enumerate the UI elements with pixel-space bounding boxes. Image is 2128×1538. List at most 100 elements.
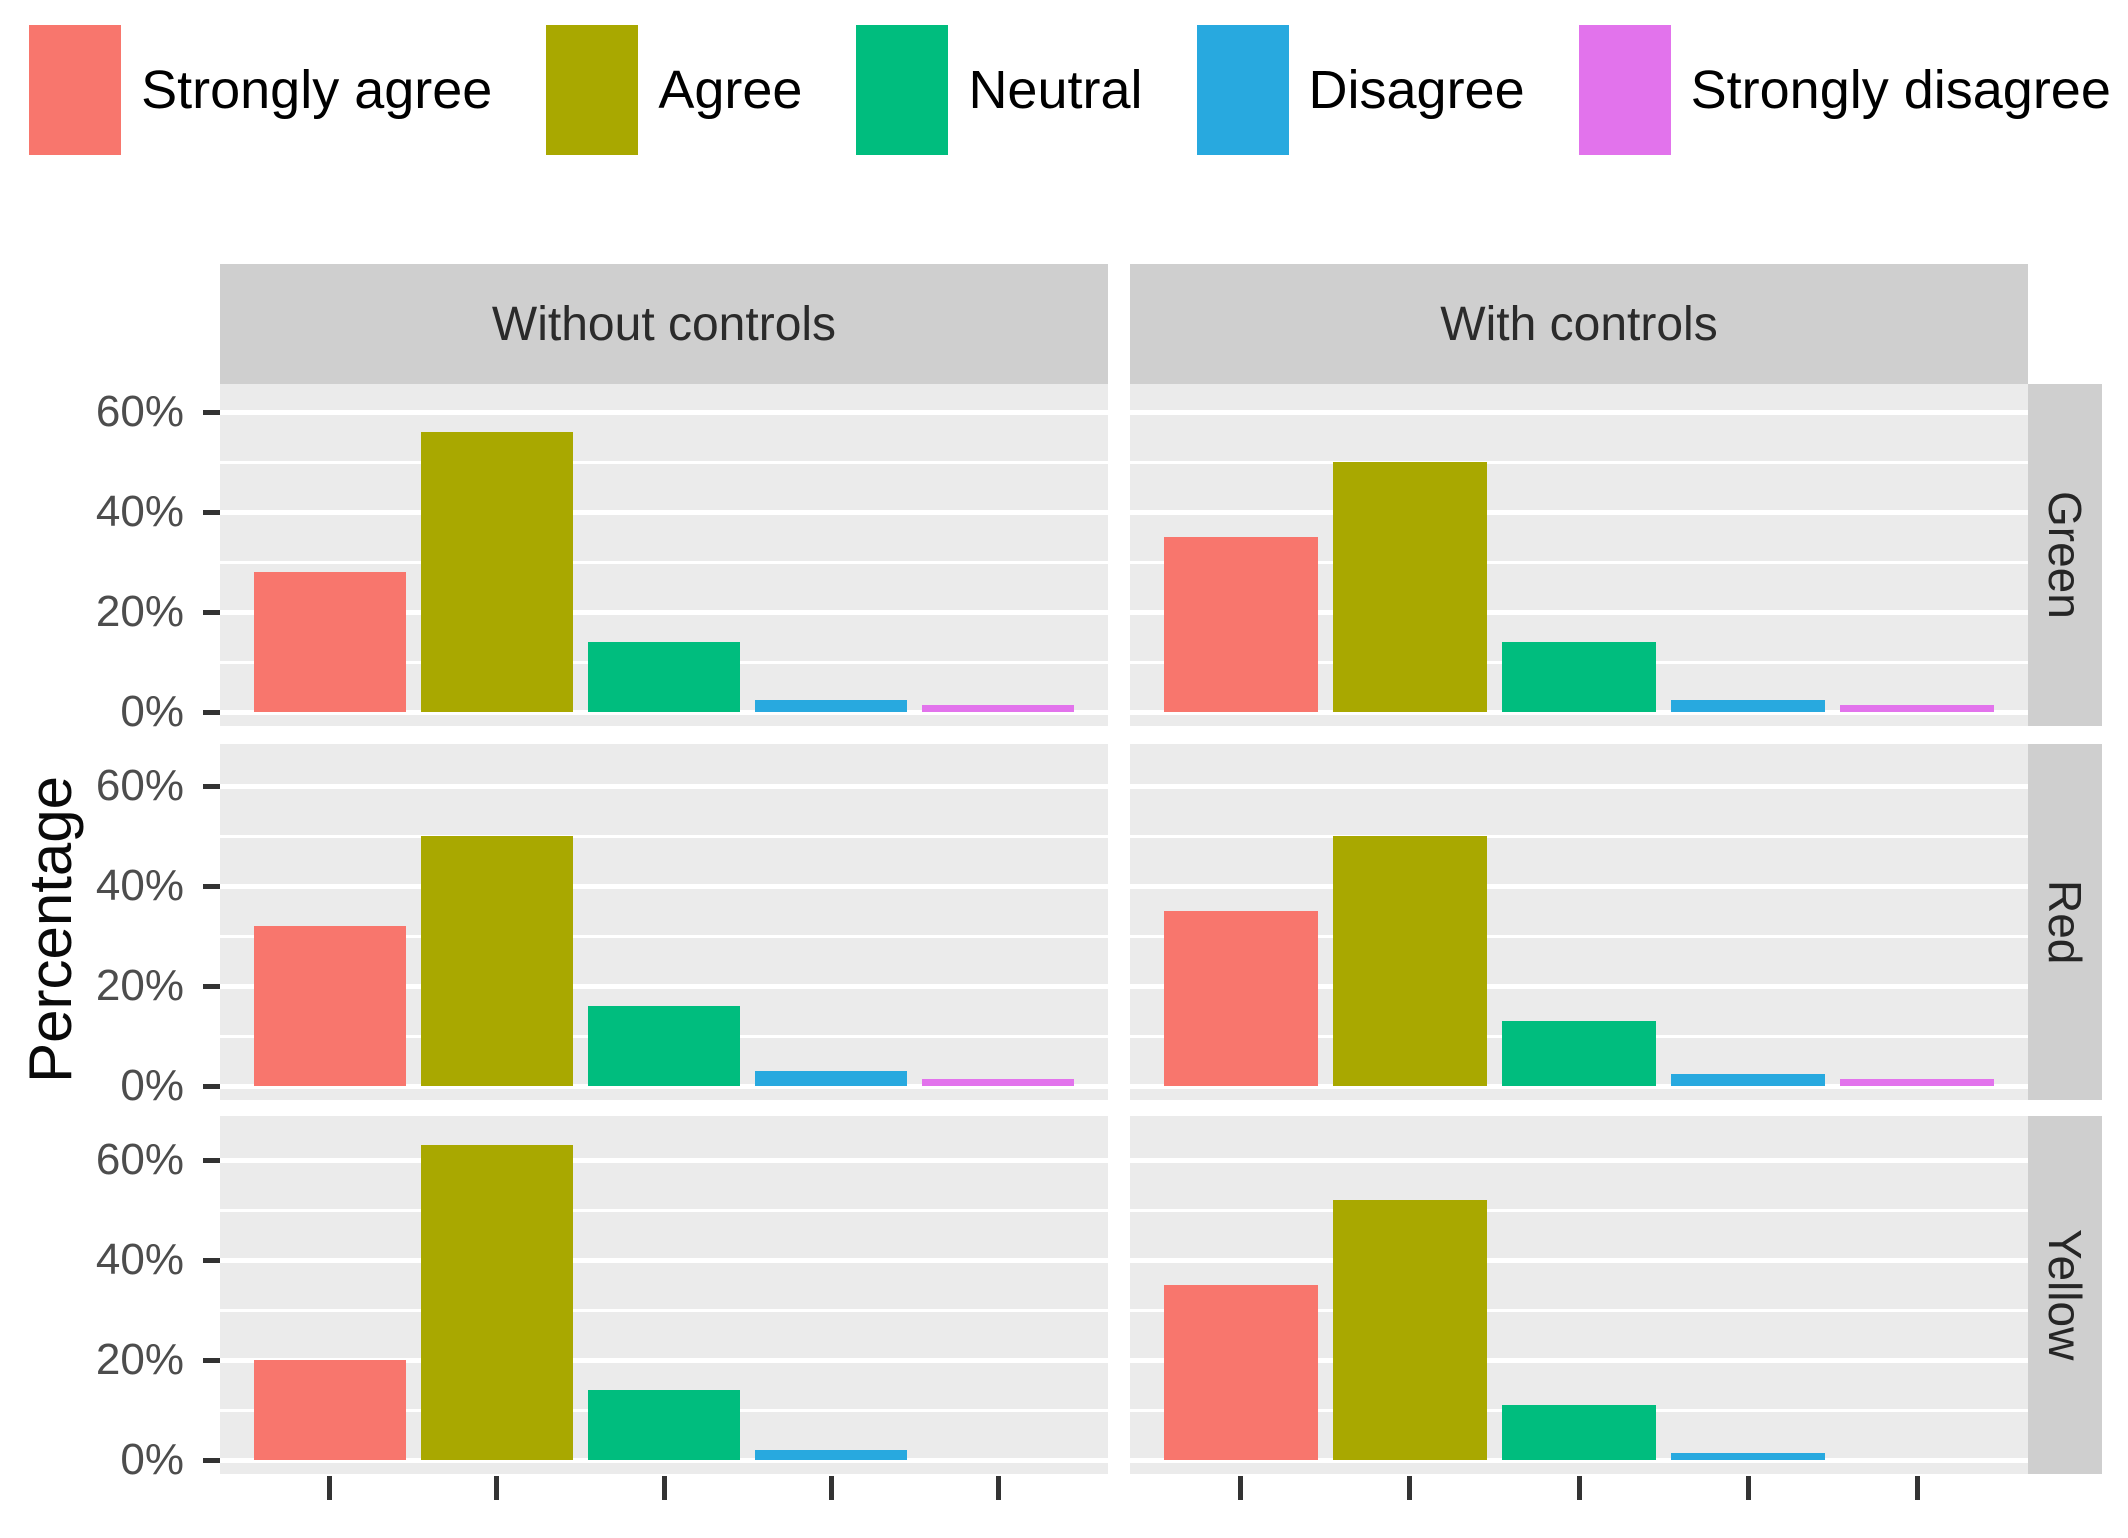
- legend-label: Strongly agree: [141, 60, 493, 120]
- gridline-major: [1130, 409, 2028, 415]
- legend-swatch-strongly-agree: [29, 25, 122, 155]
- y-tick-mark: [203, 883, 220, 889]
- gridline-major: [1130, 509, 2028, 515]
- y-tick-label: 40%: [95, 487, 184, 536]
- bar-slot: [413, 1116, 580, 1460]
- facet-column-strip-without-controls: Without controls: [220, 264, 1108, 384]
- x-tick-slot: [246, 1474, 413, 1500]
- bars: [1130, 744, 2028, 1100]
- y-tick-mark: [203, 1257, 220, 1263]
- gridline-major: [220, 1457, 1108, 1463]
- gridline-major: [1130, 783, 2028, 789]
- panel-green-with-controls: [1130, 384, 2028, 726]
- y-axis-red-row: 0% 20% 40% 60%: [12, 744, 220, 1110]
- bar-slot: [246, 744, 413, 1086]
- y-tick-label: 60%: [95, 761, 184, 810]
- y-axis-yellow-row: 0% 20% 40% 60%: [12, 1116, 220, 1484]
- x-tick-slot: [1156, 1474, 1325, 1500]
- bar-slot: [915, 384, 1082, 712]
- x-tick-mark: [1407, 1476, 1413, 1500]
- legend-label: Disagree: [1308, 60, 1525, 120]
- gridline-minor: [220, 934, 1108, 938]
- x-tick-slot: [1325, 1474, 1494, 1500]
- bar-slot: [1494, 744, 1663, 1086]
- legend-spacer: [12, 166, 2128, 264]
- y-tick-label: 0%: [120, 1435, 184, 1484]
- bar-slot: [1156, 384, 1325, 712]
- gridline-major: [1130, 1357, 2028, 1363]
- gridline-minor: [1130, 560, 2028, 564]
- bar-strongly-disagree: [922, 704, 1075, 712]
- faceted-bar-chart: Without controls With controls Percentag…: [12, 264, 2128, 1526]
- x-tick-slot: [1664, 1474, 1833, 1500]
- facet-row-label: Yellow: [2039, 1229, 2091, 1361]
- gridline-major: [1130, 983, 2028, 989]
- bar-slot: [1325, 744, 1494, 1086]
- bar-slot: [748, 384, 915, 712]
- gridline-major: [220, 709, 1108, 715]
- gridline-major: [220, 409, 1108, 415]
- gridline-minor: [220, 560, 1108, 564]
- bar-slot: [246, 1116, 413, 1460]
- bar-slot: [1325, 384, 1494, 712]
- bars: [220, 1116, 1108, 1474]
- gridline-minor: [1130, 1308, 2028, 1312]
- x-tick-mark: [494, 1476, 500, 1500]
- gridline-major: [220, 1257, 1108, 1263]
- x-axis-ticks-right: [1130, 1474, 2028, 1526]
- y-tick-label: 20%: [95, 587, 184, 636]
- bar-slot: [1156, 744, 1325, 1086]
- bar-strongly-agree: [1163, 537, 1318, 712]
- x-tick-mark: [1576, 1476, 1582, 1500]
- bar-slot: [1833, 1116, 2002, 1460]
- x-tick-mark: [1745, 1476, 1751, 1500]
- y-tick-mark: [203, 1157, 220, 1163]
- legend-label: Neutral: [968, 60, 1143, 120]
- bar-strongly-disagree: [1840, 704, 1995, 712]
- bar-slot: [1664, 1116, 1833, 1460]
- bar-strongly-disagree: [922, 1078, 1075, 1086]
- facet-row-strip-yellow: Yellow: [2028, 1116, 2102, 1474]
- bar-disagree: [1671, 1073, 1826, 1086]
- bar-slot: [748, 744, 915, 1086]
- y-tick-mark: [203, 1457, 220, 1463]
- panel-red-with-controls: [1130, 744, 2028, 1100]
- bar-slot: [1494, 1116, 1663, 1460]
- x-tick-slot: [915, 1474, 1082, 1500]
- y-tick-mark: [203, 509, 220, 515]
- facet-column-strip-with-controls: With controls: [1130, 264, 2028, 384]
- gridline-major: [220, 783, 1108, 789]
- gridline-minor: [1130, 934, 2028, 938]
- bar-slot: [915, 744, 1082, 1086]
- x-tick-mark: [1238, 1476, 1244, 1500]
- bar-slot: [580, 744, 747, 1086]
- x-tick-slot: [580, 1474, 747, 1500]
- bar-strongly-agree: [1163, 1285, 1318, 1460]
- legend-swatch-neutral: [856, 25, 949, 155]
- panel-red-without-controls: [220, 744, 1108, 1100]
- bar-slot: [246, 384, 413, 712]
- gridline-major: [220, 983, 1108, 989]
- gridline-major: [220, 1157, 1108, 1163]
- gridline-minor: [1130, 834, 2028, 838]
- y-tick-label: 40%: [95, 1235, 184, 1284]
- bar-slot: [1494, 384, 1663, 712]
- legend-item: Disagree: [1196, 25, 1525, 155]
- panel-yellow-without-controls: [220, 1116, 1108, 1474]
- bar-strongly-agree: [253, 1360, 406, 1460]
- gridline-major: [220, 609, 1108, 615]
- bar-neutral: [1502, 1021, 1656, 1086]
- facet-column-label: Without controls: [491, 297, 837, 351]
- bar-slot: [580, 384, 747, 712]
- facet-row-strip-red: Red: [2028, 744, 2102, 1100]
- legend-item: Agree: [546, 25, 802, 155]
- bar-neutral: [1502, 642, 1656, 712]
- bar-disagree: [1671, 1452, 1826, 1460]
- gridline-minor: [220, 460, 1108, 464]
- legend-item: Strongly agree: [29, 25, 492, 155]
- bars: [1130, 1116, 2028, 1474]
- facet-column-label: With controls: [1440, 297, 1718, 351]
- gridline-minor: [1130, 1208, 2028, 1212]
- x-tick-slot: [1833, 1474, 2002, 1500]
- gridline-major: [220, 883, 1108, 889]
